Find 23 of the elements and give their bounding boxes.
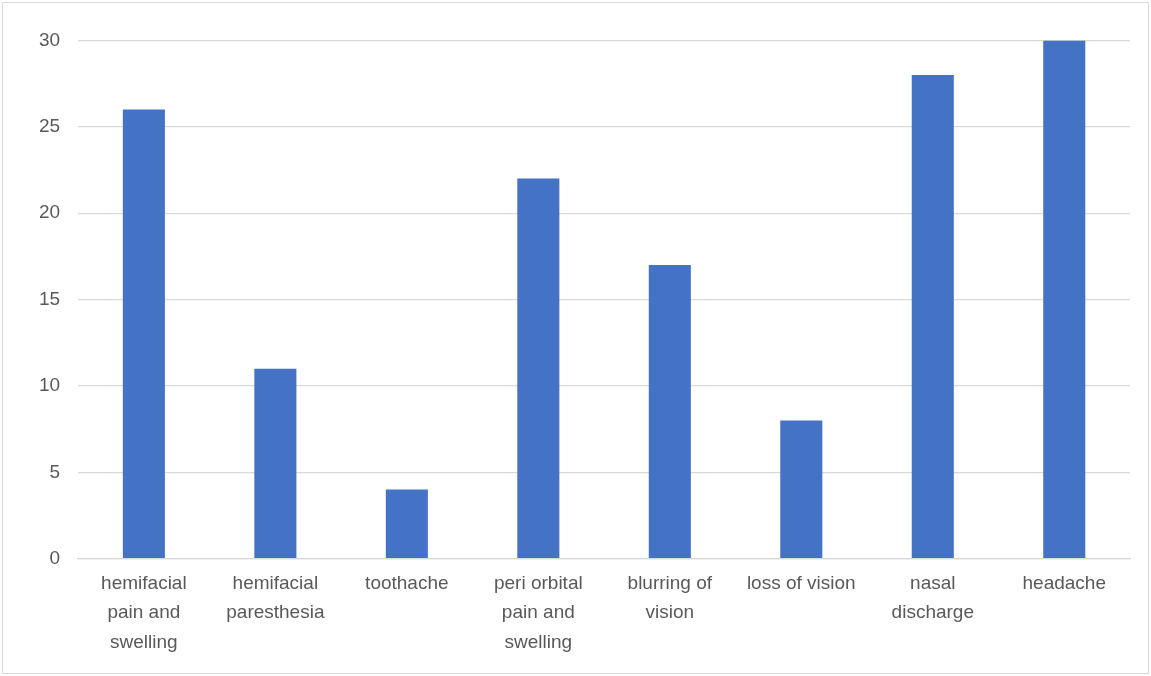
x-tick-label: headache: [1022, 571, 1106, 593]
bar: [385, 489, 428, 558]
bar: [911, 74, 954, 558]
bar: [122, 109, 165, 558]
y-tick-label: 5: [49, 460, 61, 482]
bar: [1043, 40, 1086, 558]
y-tick-label: 10: [38, 374, 61, 396]
x-tick-label: toothache: [365, 571, 449, 593]
bar: [780, 420, 823, 558]
y-tick-label: 15: [38, 287, 61, 309]
x-tick-label: blurring of vision: [627, 571, 713, 623]
y-tick-label: 30: [38, 28, 61, 50]
x-tick-label: hemifacial paresthesia: [226, 571, 325, 623]
y-tick-label: 20: [38, 201, 61, 223]
bar: [517, 178, 560, 558]
x-tick-label: nasal discharge: [891, 571, 974, 623]
x-tick-label: peri orbital pain and swelling: [493, 571, 583, 652]
bar: [254, 368, 297, 558]
y-tick-label: 25: [38, 115, 61, 137]
x-tick-label: loss of vision: [746, 571, 856, 593]
y-tick-label: 0: [49, 546, 61, 568]
x-tick-label: hemifacial pain and swelling: [101, 571, 187, 652]
bar: [648, 264, 691, 558]
